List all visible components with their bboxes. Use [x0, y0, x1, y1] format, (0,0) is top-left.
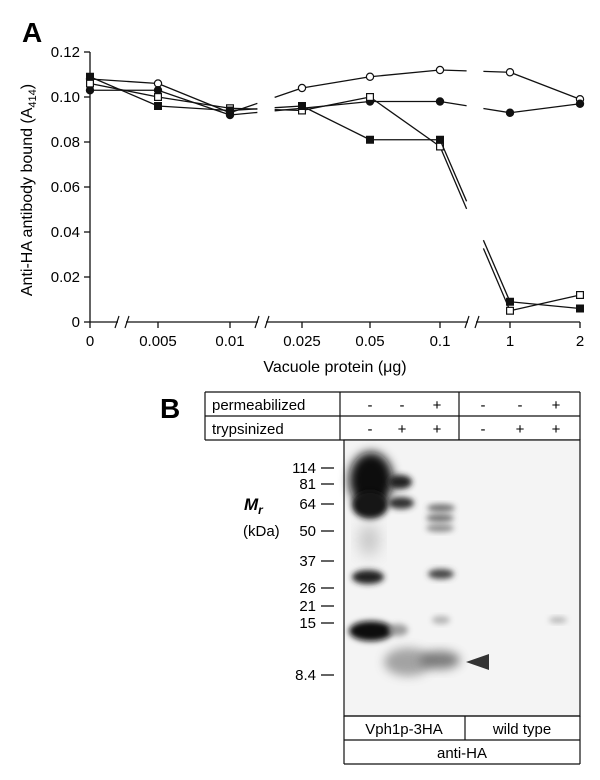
sign-grid: - - + - - + - + + - + +	[368, 397, 561, 438]
marker-label: 26	[299, 580, 316, 597]
sign-cell: -	[518, 397, 523, 414]
y-tick-label: 0.04	[51, 224, 80, 241]
data-point	[153, 79, 163, 88]
x-tick-label: 1	[506, 333, 514, 350]
sign-cell: +	[552, 421, 561, 438]
series-layer	[85, 65, 585, 315]
data-point	[226, 106, 235, 115]
panel-b-letter: B	[160, 393, 180, 424]
sign-cell: -	[481, 421, 486, 438]
data-point	[298, 101, 307, 110]
x-tick-label: 0.01	[215, 333, 244, 350]
arrowhead-icon	[466, 654, 489, 670]
sign-cell: -	[368, 397, 373, 414]
y-tick-label: 0	[72, 314, 80, 331]
data-point	[435, 65, 445, 75]
sign-cell: -	[400, 397, 405, 414]
marker-label: 64	[299, 496, 316, 513]
marker-label: 15	[299, 615, 316, 632]
data-point	[153, 86, 163, 95]
y-tick-label: 0.10	[51, 89, 80, 106]
y-tick-label: 0.08	[51, 134, 80, 151]
data-point	[575, 291, 584, 300]
sign-cell: +	[516, 421, 525, 438]
panel-a-letter: A	[22, 17, 42, 48]
condition-table: permeabilized trypsinized - - + - - + - + + - + +	[204, 391, 581, 441]
data-point	[505, 108, 515, 117]
marker-label: 21	[299, 598, 316, 615]
data-point	[85, 86, 95, 95]
x-tick-label: 0.005	[139, 333, 177, 350]
sign-cell: +	[433, 421, 442, 438]
western-blot-image	[343, 439, 581, 717]
y-tick-label: 0.06	[51, 179, 80, 196]
data-point	[366, 135, 375, 144]
data-point	[436, 135, 445, 144]
y-tick-label: 0.02	[51, 269, 80, 286]
data-point	[505, 68, 515, 77]
y-tick-label: 0.12	[51, 44, 80, 61]
data-point	[366, 92, 375, 101]
marker-label: 37	[299, 553, 316, 570]
marker-label: 81	[299, 476, 316, 493]
data-point	[154, 92, 163, 101]
x-axis-title: Vacuole protein (μg)	[263, 359, 406, 376]
antibody-label: anti-HA	[437, 745, 487, 762]
x-axis: 0 0.005 0.01 0.025 0.05 0.1 1 2	[86, 315, 584, 350]
data-point	[365, 72, 375, 81]
x-tick-label: 0.1	[430, 333, 451, 350]
x-tick-label: 0	[86, 333, 94, 350]
data-point	[575, 99, 585, 108]
sign-cell: +	[398, 421, 407, 438]
sample-label-table: Vph1p-3HA wild type anti-HA	[343, 715, 581, 765]
sign-cell: +	[433, 397, 442, 414]
y-axis-title: Anti-HA antibody bound (A414)	[19, 84, 39, 296]
x-tick-label: 2	[576, 333, 584, 350]
sign-cell: +	[552, 397, 561, 414]
x-tick-label: 0.025	[283, 333, 321, 350]
data-point	[506, 297, 515, 306]
axis-break-mark	[124, 315, 130, 329]
y-axis: 0 0.02 0.04 0.06 0.08 0.10 0.12	[51, 44, 91, 331]
axis-break-mark	[474, 315, 480, 329]
sign-cell: -	[368, 421, 373, 438]
data-point	[575, 304, 584, 313]
x-tick-label: 0.05	[355, 333, 384, 350]
row-label-permeabilized: permeabilized	[212, 397, 305, 414]
marker-label: 8.4	[295, 667, 316, 684]
marker-label: 114	[292, 460, 316, 477]
line-chart: 00.020.040.060.080.100.12 0 0.005 0.01 0.02…	[51, 44, 585, 350]
axis-break-mark	[464, 315, 470, 329]
data-point	[154, 101, 163, 110]
data-point	[435, 97, 445, 106]
data-point	[85, 72, 94, 81]
mr-label: Mr	[244, 495, 264, 517]
series-filled-square	[85, 72, 584, 313]
group-label-wild-type: wild type	[492, 721, 551, 738]
axis-break-mark	[114, 315, 120, 329]
data-point	[506, 306, 515, 315]
kda-label: (kDa)	[243, 523, 280, 540]
marker-label: 50	[299, 523, 316, 540]
data-point	[85, 79, 94, 88]
row-label-trypsinized: trypsinized	[212, 421, 284, 438]
sign-cell: -	[481, 397, 486, 414]
group-label-vph1p-3ha: Vph1p-3HA	[365, 721, 443, 738]
axis-break-mark	[254, 315, 260, 329]
data-point	[297, 83, 307, 93]
axis-break-mark	[264, 315, 270, 329]
